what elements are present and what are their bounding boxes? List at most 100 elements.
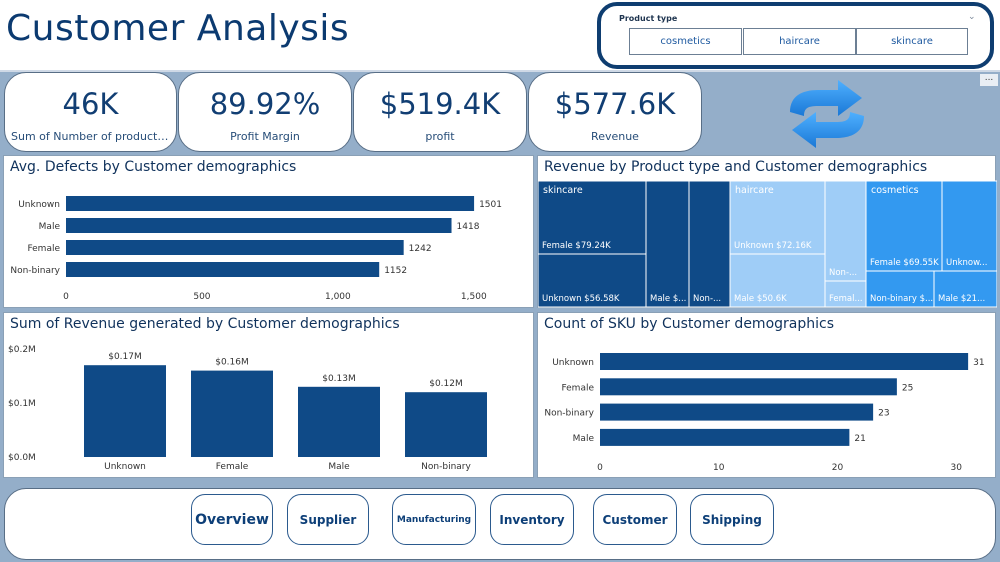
data-label: $0.13M (322, 374, 356, 384)
kpi-card-revenue: $577.6K Revenue (528, 72, 702, 152)
tick-label: 0 (597, 463, 603, 473)
tick-label: 500 (193, 292, 210, 302)
treemap-cell-label: Unknown $72.16K (734, 241, 812, 251)
kpi-label: profit (425, 130, 455, 143)
nav-button-customer[interactable]: Customer (593, 494, 677, 545)
treemap-group-label: haircare (735, 185, 774, 196)
kpi-value: $519.4K (379, 87, 501, 121)
product-type-slicer: Product type ⌄ cosmetics haircare skinca… (597, 2, 994, 69)
treemap-cell (688, 180, 731, 308)
bar (600, 353, 969, 370)
bar (66, 240, 404, 255)
treemap-cell (941, 180, 997, 272)
bar (298, 386, 380, 457)
treemap-cell-label: Unknown $56.58K (542, 294, 620, 304)
nav-button-manufacturing[interactable]: Manufacturing (392, 494, 476, 545)
kpi-value: $577.6K (554, 87, 676, 121)
revenue-demographics-panel: Sum of Revenue generated by Customer dem… (3, 312, 534, 478)
tick-label: 0 (63, 292, 69, 302)
treemap-cell-label: Male $... (650, 294, 686, 304)
treemap-cell-label: Female $69.55K (870, 258, 939, 268)
category-label: Female (216, 462, 249, 472)
treemap-cell-label: Non-... (693, 294, 721, 304)
kpi-value: 89.92% (209, 87, 321, 121)
tick-label: 10 (713, 463, 725, 473)
bar (84, 365, 166, 457)
treemap-cell-label: Non-... (829, 268, 857, 278)
category-label: Non-binary (10, 266, 60, 276)
bar (66, 262, 380, 277)
treemap-cell (865, 270, 935, 308)
tick-label: 1,500 (461, 292, 487, 302)
page-title: Customer Analysis (6, 8, 350, 49)
bar (405, 392, 487, 457)
nav-button-supplier[interactable]: Supplier (287, 494, 369, 545)
slicer-label: Product type (619, 14, 678, 23)
bar (600, 378, 897, 396)
chart-title: Avg. Defects by Customer demographics (10, 159, 297, 175)
data-label: 1418 (457, 222, 480, 232)
treemap-panel: Revenue by Product type and Customer dem… (537, 155, 997, 308)
kpi-label: Sum of Number of products... (11, 130, 170, 143)
data-label: 23 (878, 409, 889, 419)
nav-button-inventory[interactable]: Inventory (490, 494, 574, 545)
sku-count-panel: Count of SKU by Customer demographics Un… (537, 312, 996, 478)
treemap-cell-label: Non-binary $... (870, 294, 933, 304)
treemap-cell (824, 280, 867, 308)
kpi-label: Revenue (591, 130, 639, 143)
kpi-card-profit: $519.4K profit (353, 72, 527, 152)
treemap-cell (729, 180, 826, 255)
navigation-bar: Overview Supplier Manufacturing Inventor… (4, 488, 996, 560)
tick-label: 30 (951, 463, 963, 473)
category-label: Female (27, 244, 60, 254)
category-label: Unknown (552, 358, 594, 368)
data-label: 1152 (384, 266, 407, 276)
slicer-option-skincare[interactable]: skincare (856, 28, 968, 55)
treemap-cell-label: Male $50.6K (734, 294, 787, 304)
bar (600, 403, 874, 421)
treemap-cell (824, 180, 867, 282)
data-label: 21 (854, 434, 865, 444)
revenue-demographics-chart: $0.0M $0.1M $0.2M $0.17M Unknown $0.16M Female… (8, 345, 487, 472)
avg-defects-panel: Avg. Defects by Customer demographics Un… (3, 155, 534, 308)
data-label: 25 (902, 383, 913, 393)
data-label: 1242 (409, 244, 432, 254)
refresh-arrows-icon[interactable] (782, 78, 872, 150)
treemap-cell-label: Unknow... (946, 258, 987, 268)
chevron-down-icon[interactable]: ⌄ (968, 12, 976, 22)
tick-label: $0.2M (8, 345, 36, 355)
treemap-cell (645, 180, 690, 308)
treemap-cell-label: Male $21... (938, 294, 985, 304)
tick-label: 1,000 (325, 292, 351, 302)
treemap-cell (933, 270, 997, 308)
treemap-cell-label: Female $79.24K (542, 241, 611, 251)
category-label: Non-binary (421, 462, 471, 472)
nav-button-shipping[interactable]: Shipping (690, 494, 774, 545)
slicer-option-cosmetics[interactable]: cosmetics (629, 28, 742, 55)
more-options-icon[interactable]: ... (980, 74, 998, 86)
treemap-cell (538, 253, 647, 308)
data-label: $0.12M (429, 379, 463, 389)
treemap-group-label: cosmetics (871, 185, 919, 196)
category-label: Male (39, 222, 61, 232)
nav-button-overview[interactable]: Overview (191, 494, 273, 545)
avg-defects-chart: Unknown 1501 Male 1418 Female 1242 Non-binary 1… (10, 196, 502, 302)
kpi-card-profit-margin: 89.92% Profit Margin (178, 72, 352, 152)
bar (66, 196, 475, 211)
slicer-option-haircare[interactable]: haircare (743, 28, 856, 55)
category-label: Non-binary (544, 409, 594, 419)
treemap-cell (538, 180, 647, 255)
category-label: Unknown (18, 200, 60, 210)
sku-count-chart: Unknown 31 Female 25 Non-binary 23 Male 21 0 10 20… (544, 353, 985, 473)
bar (600, 428, 850, 446)
bar (66, 218, 452, 233)
tick-label: $0.0M (8, 453, 36, 463)
category-label: Unknown (104, 462, 146, 472)
kpi-label: Profit Margin (230, 130, 300, 143)
treemap-group-label: skincare (543, 185, 583, 196)
category-label: Male (573, 434, 595, 444)
category-label: Male (328, 462, 350, 472)
tick-label: $0.1M (8, 399, 36, 409)
data-label: 31 (973, 358, 984, 368)
revenue-treemap-chart: Female $79.24K Unknown $56.58K Male $... No… (538, 180, 997, 308)
